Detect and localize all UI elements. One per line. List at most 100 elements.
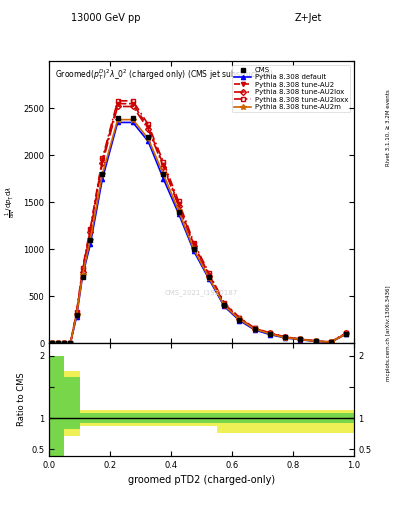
Pythia 8.308 default <box>161 176 166 182</box>
CMS <box>88 237 93 243</box>
Pythia 8.308 tune-AU2m <box>161 171 166 177</box>
Pythia 8.308 default <box>74 314 79 320</box>
Pythia 8.308 tune-AU2loxx <box>161 159 166 165</box>
Line: Pythia 8.308 default: Pythia 8.308 default <box>50 120 348 345</box>
Pythia 8.308 tune-AU2 <box>176 201 181 207</box>
CMS <box>344 331 349 337</box>
Pythia 8.308 tune-AU2lox <box>62 340 67 346</box>
Pythia 8.308 tune-AU2lox <box>74 311 79 317</box>
CMS <box>283 334 288 340</box>
Pythia 8.308 tune-AU2loxx <box>115 98 120 104</box>
Pythia 8.308 default <box>88 242 93 248</box>
Pythia 8.308 tune-AU2lox <box>298 336 303 343</box>
Pythia 8.308 tune-AU2lox <box>176 203 181 209</box>
CMS <box>252 326 257 332</box>
CMS <box>161 171 166 177</box>
Pythia 8.308 default <box>62 340 67 346</box>
Pythia 8.308 default <box>50 340 55 346</box>
Pythia 8.308 tune-AU2m <box>130 117 135 123</box>
Pythia 8.308 tune-AU2lox <box>191 243 196 249</box>
CMS <box>115 115 120 121</box>
Text: mcplots.cern.ch [arXiv:1306.3436]: mcplots.cern.ch [arXiv:1306.3436] <box>386 285 391 380</box>
Legend: CMS, Pythia 8.308 default, Pythia 8.308 tune-AU2, Pythia 8.308 tune-AU2lox, Pyth: CMS, Pythia 8.308 default, Pythia 8.308 … <box>232 65 350 112</box>
CMS <box>298 336 303 343</box>
Pythia 8.308 tune-AU2 <box>161 162 166 168</box>
Pythia 8.308 tune-AU2loxx <box>222 300 227 306</box>
Pythia 8.308 default <box>344 331 349 337</box>
Pythia 8.308 tune-AU2m <box>100 171 105 177</box>
Pythia 8.308 tune-AU2loxx <box>100 155 105 161</box>
CMS <box>191 246 196 252</box>
Pythia 8.308 tune-AU2 <box>100 157 105 163</box>
Pythia 8.308 tune-AU2m <box>237 316 242 323</box>
Line: Pythia 8.308 tune-AU2: Pythia 8.308 tune-AU2 <box>50 101 348 345</box>
Pythia 8.308 tune-AU2m <box>80 271 85 278</box>
Y-axis label: $\frac{1}{\mathrm{d}N} / \mathrm{d}p_T \mathrm{d}\lambda$: $\frac{1}{\mathrm{d}N} / \mathrm{d}p_T \… <box>4 186 18 218</box>
Pythia 8.308 tune-AU2m <box>50 340 55 346</box>
X-axis label: groomed pTD2 (charged-only): groomed pTD2 (charged-only) <box>128 475 275 485</box>
Pythia 8.308 tune-AU2loxx <box>62 340 67 346</box>
Pythia 8.308 default <box>222 303 227 309</box>
Pythia 8.308 tune-AU2m <box>329 339 333 345</box>
Text: CMS_2021_I1920187: CMS_2021_I1920187 <box>165 289 238 296</box>
Pythia 8.308 tune-AU2loxx <box>313 338 318 344</box>
Pythia 8.308 tune-AU2 <box>329 339 333 345</box>
Text: Z+Jet: Z+Jet <box>295 13 322 23</box>
Pythia 8.308 default <box>298 337 303 343</box>
Pythia 8.308 tune-AU2 <box>80 267 85 273</box>
Pythia 8.308 tune-AU2m <box>313 338 318 344</box>
Pythia 8.308 tune-AU2lox <box>146 126 151 132</box>
Pythia 8.308 tune-AU2m <box>283 334 288 340</box>
CMS <box>130 115 135 121</box>
Pythia 8.308 tune-AU2lox <box>268 330 272 336</box>
Pythia 8.308 default <box>191 248 196 254</box>
Pythia 8.308 default <box>237 317 242 324</box>
CMS <box>50 340 55 346</box>
Pythia 8.308 tune-AU2lox <box>329 339 333 345</box>
Pythia 8.308 tune-AU2m <box>268 331 272 337</box>
Pythia 8.308 tune-AU2lox <box>80 269 85 275</box>
Pythia 8.308 tune-AU2 <box>130 100 135 107</box>
Pythia 8.308 default <box>56 340 61 346</box>
Text: Rivet 3.1.10, ≥ 3.2M events: Rivet 3.1.10, ≥ 3.2M events <box>386 90 391 166</box>
Pythia 8.308 tune-AU2m <box>222 303 227 309</box>
Y-axis label: Ratio to CMS: Ratio to CMS <box>17 373 26 426</box>
Pythia 8.308 tune-AU2m <box>344 331 349 337</box>
Pythia 8.308 tune-AU2lox <box>56 340 61 346</box>
Pythia 8.308 default <box>313 338 318 345</box>
Pythia 8.308 tune-AU2 <box>50 340 55 346</box>
Pythia 8.308 tune-AU2m <box>62 340 67 346</box>
Text: Groomed$(p_T^D)^2\lambda\_0^2$ (charged only) (CMS jet substructure): Groomed$(p_T^D)^2\lambda\_0^2$ (charged … <box>55 67 274 82</box>
Pythia 8.308 default <box>146 138 151 144</box>
Pythia 8.308 tune-AU2lox <box>313 338 318 344</box>
Pythia 8.308 tune-AU2m <box>176 208 181 214</box>
Pythia 8.308 tune-AU2 <box>68 340 73 346</box>
CMS <box>56 340 61 346</box>
Pythia 8.308 tune-AU2lox <box>100 160 105 166</box>
Pythia 8.308 default <box>283 335 288 341</box>
Pythia 8.308 tune-AU2 <box>146 124 151 130</box>
Pythia 8.308 tune-AU2loxx <box>74 309 79 315</box>
Pythia 8.308 tune-AU2lox <box>283 334 288 340</box>
Pythia 8.308 tune-AU2lox <box>237 316 242 322</box>
Line: Pythia 8.308 tune-AU2m: Pythia 8.308 tune-AU2m <box>50 117 349 346</box>
CMS <box>68 340 73 346</box>
Pythia 8.308 tune-AU2m <box>146 135 151 141</box>
Pythia 8.308 default <box>268 332 272 338</box>
CMS <box>222 303 227 309</box>
Pythia 8.308 tune-AU2lox <box>115 103 120 110</box>
Pythia 8.308 tune-AU2 <box>298 336 303 342</box>
Pythia 8.308 tune-AU2loxx <box>146 121 151 127</box>
Pythia 8.308 default <box>68 340 73 346</box>
Pythia 8.308 tune-AU2m <box>115 117 120 123</box>
Pythia 8.308 tune-AU2 <box>191 242 196 248</box>
Pythia 8.308 tune-AU2m <box>207 275 211 281</box>
Pythia 8.308 tune-AU2 <box>115 100 120 107</box>
Pythia 8.308 tune-AU2lox <box>50 340 55 346</box>
CMS <box>62 340 67 346</box>
Pythia 8.308 default <box>100 176 105 182</box>
Pythia 8.308 tune-AU2lox <box>130 103 135 110</box>
CMS <box>176 208 181 215</box>
Line: CMS: CMS <box>50 116 348 345</box>
Pythia 8.308 tune-AU2m <box>252 326 257 332</box>
